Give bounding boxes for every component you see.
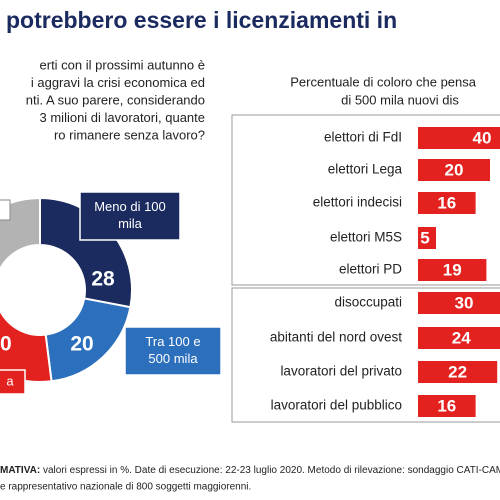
bar-value: 30 [455, 293, 474, 312]
question-line: nti. A suo parere, considerando [26, 92, 205, 107]
legend-label: Meno di 100 mila [94, 199, 166, 231]
legend-label: Tra 100 e 500 mila [145, 334, 200, 366]
question-line: erti con il prossimi autunno è [40, 57, 205, 72]
bar-value: 16 [437, 396, 456, 415]
panel [231, 114, 500, 286]
bar-label: elettori indecisi [313, 195, 402, 210]
question-line: ro rimanere senza lavoro? [54, 127, 205, 142]
legend-box [0, 369, 26, 395]
bar [418, 227, 436, 249]
bar [418, 395, 476, 417]
segment-value: 30 [0, 333, 12, 356]
legend-box [124, 326, 222, 376]
bar-value: 22 [448, 362, 467, 381]
note: MATIVA: valori espressi in %. Date di es… [0, 465, 500, 476]
title: potrebbero essere i licenziamenti in [6, 7, 397, 33]
bar-label: elettori di FdI [324, 130, 402, 145]
legend-line: Meno di 100 [94, 199, 166, 214]
bar-value: 19 [443, 260, 462, 279]
donut-segment [0, 308, 53, 383]
legend-box [0, 199, 11, 221]
note-text: valori espressi in %. Date di esecuzione… [40, 465, 500, 476]
bar-value: 16 [437, 193, 456, 212]
bar [418, 127, 500, 149]
bar-value: 24 [452, 328, 471, 347]
bar-label: disoccupati [334, 295, 402, 310]
question-line: 3 milioni di lavoratori, quante [40, 110, 205, 125]
bar-label: abitanti del nord ovest [270, 330, 402, 345]
bar-label: lavoratori del privato [280, 364, 402, 379]
legend-line: 500 mila [148, 351, 198, 366]
note-bold: MATIVA: [0, 465, 40, 476]
legend-box [79, 191, 181, 241]
segment-value: 28 [91, 268, 115, 291]
question-line: i aggravi la crisi economica ed [31, 75, 205, 90]
bar [418, 327, 500, 349]
segment-value: 20 [70, 333, 93, 356]
legend-line: mila [118, 216, 143, 231]
bar [418, 361, 498, 383]
bar [418, 259, 487, 281]
note: e rappresentativo nazionale di 800 sogge… [0, 482, 251, 493]
right-heading: di 500 mila nuovi dis [341, 92, 459, 107]
bar-label: elettori M5S [330, 230, 402, 245]
bar [418, 159, 490, 181]
bar-value: 5 [420, 228, 429, 247]
bar [418, 292, 500, 314]
legend-label: a [6, 373, 14, 388]
bar-value: 40 [473, 128, 492, 147]
bar-label: elettori Lega [328, 162, 403, 177]
bar-label: elettori PD [339, 262, 402, 277]
right-heading: Percentuale di coloro che pensa [290, 74, 477, 89]
bar-label: lavoratori del pubblico [271, 398, 402, 413]
bar [418, 192, 476, 214]
bar-value: 20 [445, 160, 464, 179]
legend-line: Tra 100 e [145, 334, 200, 349]
panel [231, 287, 500, 423]
